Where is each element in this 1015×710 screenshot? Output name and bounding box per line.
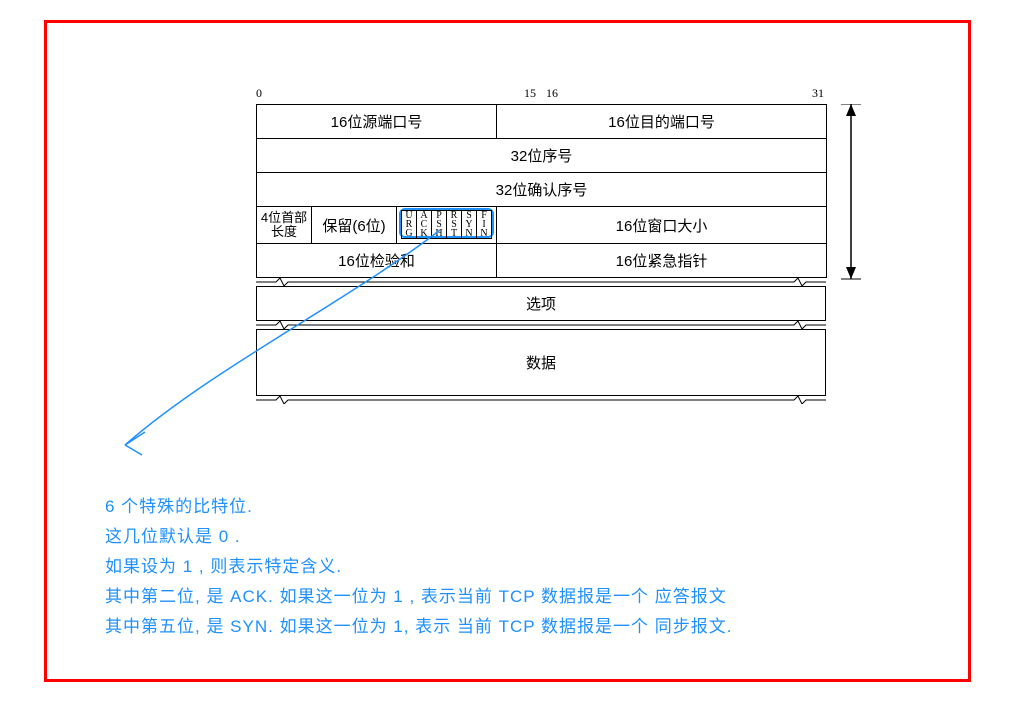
checksum-field: 16位检验和 — [257, 244, 497, 278]
flag-fin: F I N — [477, 211, 492, 239]
ruler-31: 31 — [812, 86, 824, 101]
data-row: 数据 — [256, 329, 826, 396]
tcp-header-table: 16位源端口号 16位目的端口号 32位序号 32位确认序号 4位首部 长度 保… — [256, 104, 827, 278]
flag-urg: U R G — [402, 211, 417, 239]
zigzag-break-3 — [256, 396, 826, 404]
note-line-2: 这几位默认是 0 . — [105, 522, 733, 552]
window-size-field: 16位窗口大小 — [497, 207, 827, 244]
note-line-4: 其中第二位, 是 ACK. 如果这一位为 1 , 表示当前 TCP 数据报是一个… — [105, 582, 733, 612]
tcp-header-diagram: 0 15 16 31 16位源端口号 16位目的端口号 32位序号 32位确认序… — [256, 86, 826, 404]
flag-ack: A C K — [417, 211, 432, 239]
urgent-pointer-field: 16位紧急指针 — [497, 244, 827, 278]
flag-psh: P S H — [432, 211, 447, 239]
ruler-16: 16 — [546, 86, 558, 101]
header-length-field: 4位首部 长度 — [257, 207, 312, 244]
bit-ruler: 0 15 16 31 — [256, 86, 826, 104]
reserved-field: 保留(6位) — [312, 207, 397, 244]
flags-field: U R G A C K P S H R S T S Y N F I N — [397, 207, 497, 244]
page: 0 15 16 31 16位源端口号 16位目的端口号 32位序号 32位确认序… — [0, 0, 1015, 710]
length-arrow-icon — [836, 104, 866, 319]
sequence-number-field: 32位序号 — [257, 139, 827, 173]
note-line-1: 6 个特殊的比特位. — [105, 492, 733, 522]
ack-number-field: 32位确认序号 — [257, 173, 827, 207]
zigzag-break-2 — [256, 321, 826, 329]
options-row: 选项 — [256, 286, 826, 321]
flags-table: U R G A C K P S H R S T S Y N F I N — [401, 210, 492, 239]
data-field: 数据 — [257, 330, 826, 396]
annotation-notes: 6 个特殊的比特位. 这几位默认是 0 . 如果设为 1 , 则表示特定含义. … — [105, 492, 733, 642]
options-field: 选项 — [257, 287, 826, 321]
flags-highlight-box: U R G A C K P S H R S T S Y N F I N — [399, 208, 494, 238]
ruler-0: 0 — [256, 86, 262, 101]
flag-syn: S Y N — [462, 211, 477, 239]
source-port-field: 16位源端口号 — [257, 105, 497, 139]
ruler-15: 15 — [524, 86, 536, 101]
zigzag-break-1 — [256, 278, 826, 286]
note-line-5: 其中第五位, 是 SYN. 如果这一位为 1, 表示 当前 TCP 数据报是一个… — [105, 612, 733, 642]
flag-rst: R S T — [447, 211, 462, 239]
dest-port-field: 16位目的端口号 — [497, 105, 827, 139]
note-line-3: 如果设为 1 , 则表示特定含义. — [105, 552, 733, 582]
